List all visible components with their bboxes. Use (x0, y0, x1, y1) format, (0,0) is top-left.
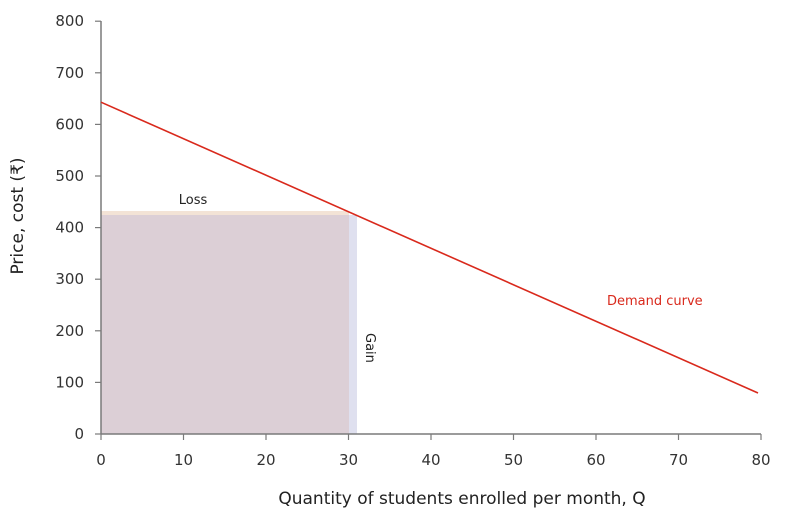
x-tick-label: 80 (751, 451, 770, 469)
x-tick-label: 20 (256, 451, 275, 469)
y-tick-label: 700 (55, 64, 84, 82)
y-tick-label: 400 (55, 219, 84, 237)
demand-curve-line (100, 101, 759, 394)
x-tick-label: 70 (669, 451, 688, 469)
y-tick-label: 100 (55, 373, 84, 391)
y-tick-label: 0 (74, 425, 84, 443)
y-axis-title: Price, cost (₹) (8, 157, 28, 274)
loss-label: Loss (179, 193, 208, 208)
y-tick-label: 800 (55, 12, 84, 30)
demand-curve-label: Demand curve (607, 294, 703, 309)
x-tick-label: 10 (174, 451, 193, 469)
x-ticks (100, 434, 762, 440)
x-tick-label: 0 (96, 451, 106, 469)
x-tick-label: 50 (504, 451, 523, 469)
y-tick-label: 200 (55, 322, 84, 340)
x-tick-label: 30 (339, 451, 358, 469)
revenue-area (101, 215, 349, 434)
y-tick-labels: 0 100 200 300 400 500 600 700 800 (55, 12, 84, 443)
x-tick-labels: 0 10 20 30 40 50 60 70 80 (96, 451, 770, 469)
loss-area (101, 211, 349, 215)
y-ticks (95, 20, 101, 435)
gain-area (349, 215, 357, 434)
x-tick-label: 40 (421, 451, 440, 469)
y-tick-label: 600 (55, 115, 84, 133)
x-axis-title: Quantity of students enrolled per month,… (278, 489, 645, 509)
gain-label: Gain (362, 333, 377, 363)
y-tick-label: 300 (55, 270, 84, 288)
y-tick-label: 500 (55, 167, 84, 185)
x-tick-label: 60 (586, 451, 605, 469)
